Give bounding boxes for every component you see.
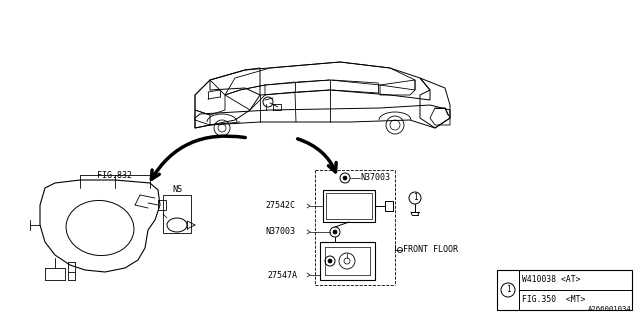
Text: 27542C: 27542C — [265, 202, 295, 211]
Bar — [323, 190, 375, 222]
Circle shape — [343, 176, 347, 180]
Bar — [158, 200, 166, 210]
Bar — [385, 201, 393, 211]
Text: 27547A: 27547A — [267, 270, 297, 279]
Text: N37003: N37003 — [360, 173, 390, 182]
Bar — [320, 242, 375, 280]
Text: FRONT FLOOR: FRONT FLOOR — [403, 245, 458, 254]
Text: NS: NS — [172, 186, 182, 195]
Text: A266001034: A266001034 — [588, 306, 632, 312]
Bar — [497, 270, 632, 310]
Bar — [163, 195, 191, 233]
Circle shape — [328, 259, 332, 263]
Text: FIG.350  <MT>: FIG.350 <MT> — [522, 295, 586, 305]
Bar — [273, 104, 281, 110]
Text: 1: 1 — [413, 194, 417, 203]
Text: N37003: N37003 — [265, 228, 295, 236]
Text: FIG.832: FIG.832 — [97, 171, 132, 180]
Circle shape — [333, 230, 337, 234]
Text: W410038 <AT>: W410038 <AT> — [522, 276, 580, 284]
Bar — [326, 193, 372, 219]
Text: 1: 1 — [506, 285, 510, 294]
